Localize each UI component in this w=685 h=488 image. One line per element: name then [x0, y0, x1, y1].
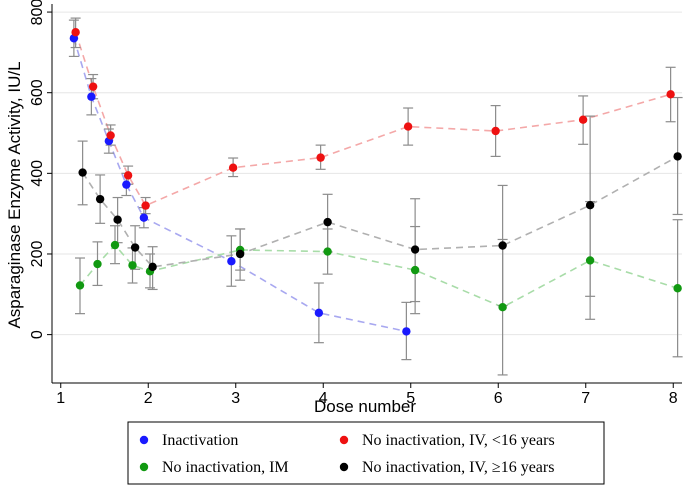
legend-label: No inactivation, IV, <16 years [362, 432, 555, 449]
data-point-2 [673, 284, 682, 293]
data-point-3 [95, 194, 105, 204]
data-point-1 [88, 82, 98, 91]
data-point-2 [410, 265, 420, 275]
data-point-3 [130, 243, 140, 252]
data-point-3 [323, 217, 332, 227]
data-point-0 [87, 92, 96, 101]
axes: 0 200 400 600 800 1 2 3 4 5 6 7 8 [29, 0, 682, 407]
y-tick-label: 0 [29, 330, 46, 339]
data-point-0 [122, 180, 131, 189]
data-point-3 [113, 215, 122, 224]
y-axis-title: Asparaginase Enzyme Activity, IU/L [5, 61, 24, 328]
legend-box [127, 421, 605, 485]
x-axis-title: Dose number [314, 397, 416, 416]
data-point-3 [235, 249, 245, 259]
data-point-3 [410, 245, 420, 254]
x-tick-label: 5 [406, 390, 415, 407]
error-bars [68, 17, 683, 376]
legend-label: No inactivation, IV, ≥16 years [362, 459, 554, 476]
data-point-3 [673, 152, 682, 161]
y-tick-label: 600 [29, 79, 46, 106]
series-line-0 [73, 38, 407, 333]
data-point-3 [148, 262, 157, 272]
legend-marker [139, 435, 149, 445]
x-tick-label: 2 [144, 390, 153, 407]
data-point-0 [139, 213, 149, 222]
data-point-1 [666, 90, 675, 99]
series-lines [73, 31, 679, 333]
data-point-2 [498, 303, 507, 312]
data-point-1 [106, 131, 115, 140]
data-points [69, 28, 682, 336]
x-tick-label: 6 [494, 390, 503, 407]
legend-label: No inactivation, IM [162, 459, 289, 476]
data-point-2 [75, 281, 85, 290]
y-tick-label: 200 [29, 241, 46, 268]
y-tick-label: 800 [29, 0, 46, 25]
data-point-2 [110, 240, 120, 250]
data-point-3 [498, 241, 507, 250]
data-point-2 [128, 261, 137, 270]
data-point-0 [227, 257, 236, 266]
x-tick-label: 7 [581, 390, 590, 407]
data-point-1 [141, 201, 150, 210]
gridlines [52, 11, 682, 336]
data-point-1 [578, 115, 588, 124]
data-point-3 [78, 168, 87, 177]
x-tick-label: 3 [231, 390, 240, 407]
legend-label: Inactivation [162, 432, 238, 449]
series-line-2 [79, 243, 678, 309]
data-point-2 [323, 247, 332, 256]
legend-marker [339, 435, 349, 445]
legend: Inactivation No inactivation, IV, <16 yea… [127, 421, 605, 485]
x-tick-label: 8 [669, 390, 678, 407]
data-point-0 [314, 308, 324, 318]
data-point-0 [402, 327, 411, 336]
x-tick-label: 4 [319, 390, 328, 407]
legend-marker [339, 462, 349, 472]
data-point-2 [585, 256, 595, 265]
data-point-2 [93, 259, 102, 269]
data-point-1 [316, 153, 325, 162]
data-point-1 [71, 28, 80, 37]
data-point-1 [491, 126, 500, 136]
x-tick-label: 1 [56, 390, 65, 407]
data-point-3 [585, 200, 595, 210]
legend-marker [139, 462, 149, 472]
data-point-1 [123, 171, 133, 180]
data-point-1 [228, 163, 238, 172]
y-tick-label: 400 [29, 160, 46, 187]
data-point-1 [403, 122, 413, 131]
